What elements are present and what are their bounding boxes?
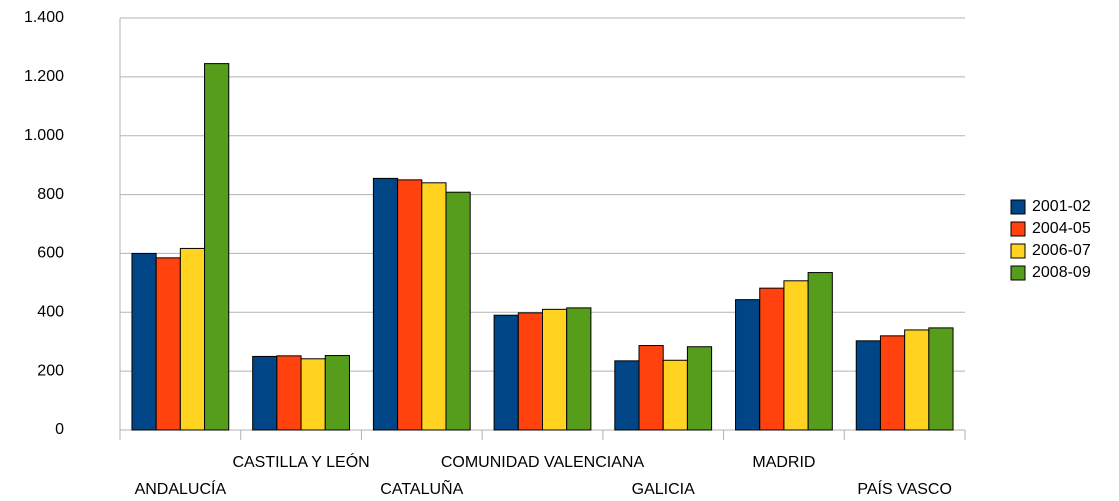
bar <box>324 355 350 431</box>
bar <box>566 307 592 431</box>
bar <box>686 346 713 431</box>
y-tick-label: 1.400 <box>24 9 64 26</box>
bar <box>638 345 664 431</box>
legend-label: 2006-07 <box>1032 242 1091 259</box>
bar <box>445 191 471 431</box>
bar <box>783 280 809 431</box>
bar <box>904 329 930 431</box>
y-tick-label: 200 <box>37 362 64 379</box>
legend-swatch <box>1010 221 1026 237</box>
bar <box>928 327 954 431</box>
legend-swatch <box>1010 199 1026 215</box>
y-tick-label: 800 <box>37 186 64 203</box>
bar <box>397 179 423 431</box>
bar <box>179 247 206 431</box>
bar <box>879 335 906 431</box>
x-tick-label: ANDALUCÍA <box>135 479 227 498</box>
x-tick-label: CATALUÑA <box>380 478 463 498</box>
x-tick-label: PAÍS VASCO <box>857 479 952 498</box>
bar <box>855 340 881 431</box>
bar <box>276 355 302 431</box>
bar <box>252 355 278 431</box>
x-tick-label: MADRID <box>752 454 815 471</box>
bar <box>300 358 326 431</box>
x-tick-label: GALICIA <box>632 481 695 498</box>
bar <box>662 359 688 431</box>
legend-label: 2008-09 <box>1032 264 1091 281</box>
bar <box>807 272 833 431</box>
bar <box>735 299 761 431</box>
legend-label: 2004-05 <box>1032 220 1091 237</box>
bar <box>542 308 568 431</box>
y-tick-label: 0 <box>55 421 64 438</box>
bar <box>372 177 399 431</box>
y-tick-label: 400 <box>37 304 64 321</box>
legend-label: 2001-02 <box>1032 198 1091 215</box>
x-tick-label: COMUNIDAD VALENCIANA <box>441 454 645 471</box>
bar <box>421 182 447 431</box>
bar <box>204 63 230 431</box>
bar <box>131 252 157 431</box>
legend-swatch <box>1010 265 1026 281</box>
y-tick-label: 1.000 <box>24 127 64 144</box>
bar <box>517 312 543 431</box>
bar <box>155 257 181 431</box>
legend-swatch <box>1010 243 1026 259</box>
y-tick-label: 600 <box>37 245 64 262</box>
x-tick-label: CASTILLA Y LEÓN <box>232 452 369 471</box>
y-tick-label: 1.200 <box>24 68 64 85</box>
bar <box>759 287 785 431</box>
bar <box>493 314 519 431</box>
bar <box>614 360 640 431</box>
